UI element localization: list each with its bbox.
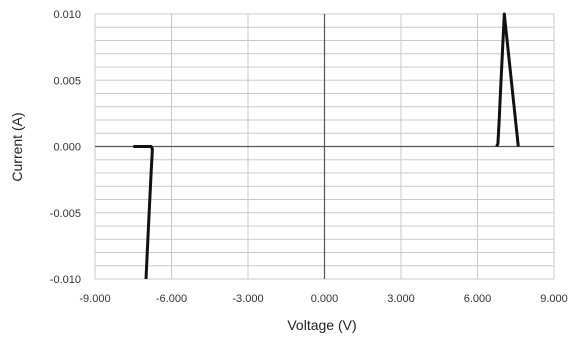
series-line [495,12,520,148]
y-tick-label: 0.005 [53,75,81,87]
x-axis-title: Voltage (V) [287,317,356,333]
x-tick-label: -3.000 [232,293,263,305]
tick-labels: -9.000 -6.000 -3.000 0.000 3.000 6.000 9.000 -0… [50,9,568,305]
series-layer [133,12,520,280]
x-tick-label: 3.000 [387,293,415,305]
y-tick-label: 0.010 [53,9,81,21]
axes [95,14,554,279]
y-tick-label: 0.000 [53,142,81,154]
x-tick-label: -6.000 [156,293,187,305]
y-tick-label: -0.010 [50,274,81,286]
series-line [133,145,154,280]
x-tick-label: -9.000 [79,293,110,305]
y-tick-label: -0.005 [50,208,81,220]
x-tick-label: 6.000 [464,293,492,305]
x-tick-label: 9.000 [540,293,568,305]
x-tick-label: 0.000 [311,293,339,305]
y-axis-title: Current (A) [9,112,25,181]
